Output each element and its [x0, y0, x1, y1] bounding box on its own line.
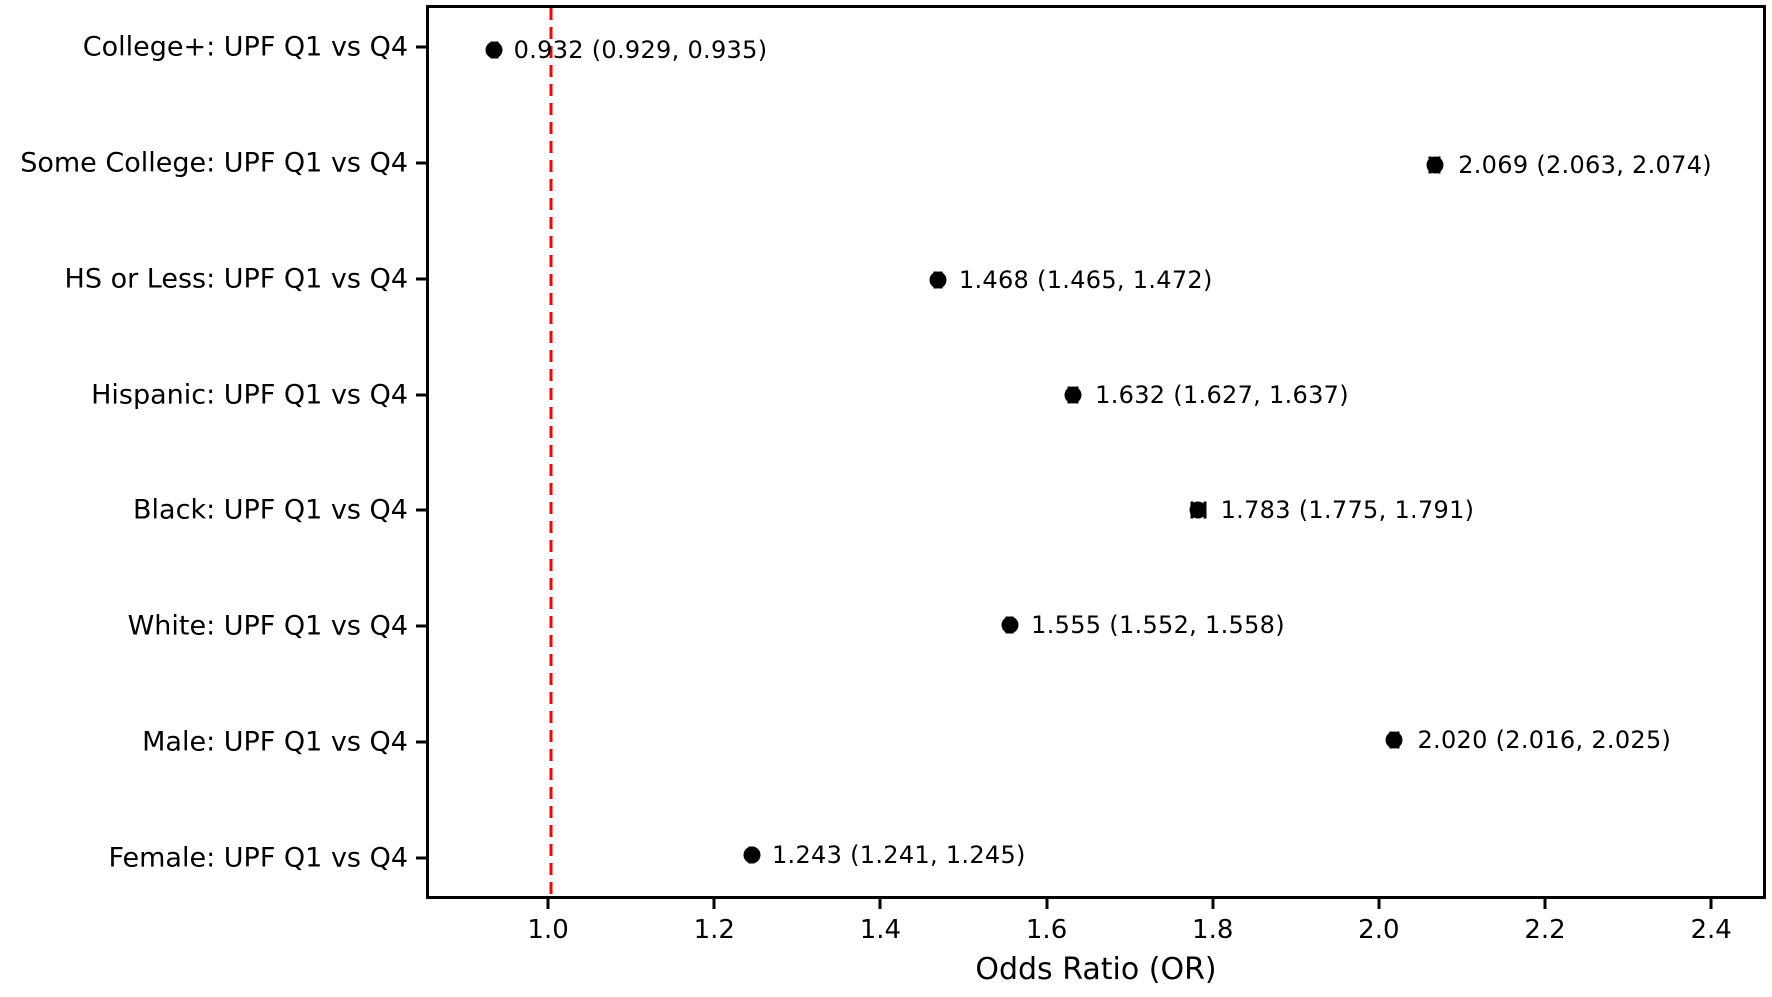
odds-ratio-marker: [743, 846, 761, 864]
x-axis-title: Odds Ratio (OR): [975, 952, 1217, 987]
x-tick: [878, 899, 882, 909]
x-tick: [1543, 899, 1547, 909]
x-tick: [1709, 899, 1713, 909]
x-tick-label: 2.2: [1524, 915, 1566, 945]
x-tick-label: 2.0: [1358, 915, 1400, 945]
y-tick: [416, 277, 426, 281]
x-tick: [1045, 899, 1049, 909]
y-axis-category-label: Hispanic: UPF Q1 vs Q4: [91, 379, 408, 411]
x-tick-label: 1.0: [527, 915, 569, 945]
odds-ratio-marker: [1426, 156, 1444, 174]
odds-ratio-marker: [1189, 501, 1207, 519]
y-axis-category-label: Black: UPF Q1 vs Q4: [133, 494, 408, 526]
y-tick: [416, 393, 426, 397]
x-tick-label: 1.6: [1025, 915, 1068, 945]
or-ci-annotation: 1.632 (1.627, 1.637): [1095, 380, 1349, 409]
x-tick: [546, 899, 550, 909]
y-axis-category-label: HS or Less: UPF Q1 vs Q4: [64, 263, 408, 295]
or-ci-annotation: 1.243 (1.241, 1.245): [771, 841, 1026, 870]
x-tick-label: 2.4: [1690, 915, 1732, 945]
y-axis-category-label: White: UPF Q1 vs Q4: [127, 610, 408, 642]
odds-ratio-marker: [1001, 616, 1019, 634]
plot-area: 0.932 (0.929, 0.935) 2.069 (2.063, 2.074)…: [426, 5, 1766, 899]
reference-line: [549, 8, 553, 896]
y-tick: [416, 508, 426, 512]
x-tick-label: 1.2: [693, 915, 735, 945]
odds-ratio-marker: [1385, 731, 1403, 749]
odds-ratio-marker: [1064, 386, 1082, 404]
y-axis-category-label: Female: UPF Q1 vs Q4: [108, 842, 408, 874]
x-tick: [1377, 899, 1381, 909]
y-axis-category-label: Male: UPF Q1 vs Q4: [142, 726, 408, 758]
y-axis-category-label: Some College: UPF Q1 vs Q4: [20, 147, 408, 179]
or-ci-annotation: 1.783 (1.775, 1.791): [1220, 496, 1475, 525]
y-tick: [416, 856, 426, 860]
or-ci-annotation: 0.932 (0.929, 0.935): [513, 35, 768, 64]
y-tick: [416, 45, 426, 49]
or-ci-annotation: 1.468 (1.465, 1.472): [958, 265, 1213, 294]
y-axis-category-label: College+: UPF Q1 vs Q4: [82, 31, 408, 63]
x-tick-label: 1.8: [1192, 915, 1234, 945]
x-tick: [1211, 899, 1215, 909]
x-tick: [712, 899, 716, 909]
or-ci-annotation: 1.555 (1.552, 1.558): [1031, 611, 1285, 640]
or-ci-annotation: 2.020 (2.016, 2.025): [1417, 726, 1672, 755]
y-tick: [416, 161, 426, 165]
y-tick: [416, 624, 426, 628]
y-tick: [416, 740, 426, 744]
x-tick-label: 1.4: [859, 915, 902, 945]
or-ci-annotation: 2.069 (2.063, 2.074): [1458, 150, 1712, 179]
odds-ratio-marker: [485, 41, 503, 59]
odds-ratio-marker: [929, 271, 947, 289]
